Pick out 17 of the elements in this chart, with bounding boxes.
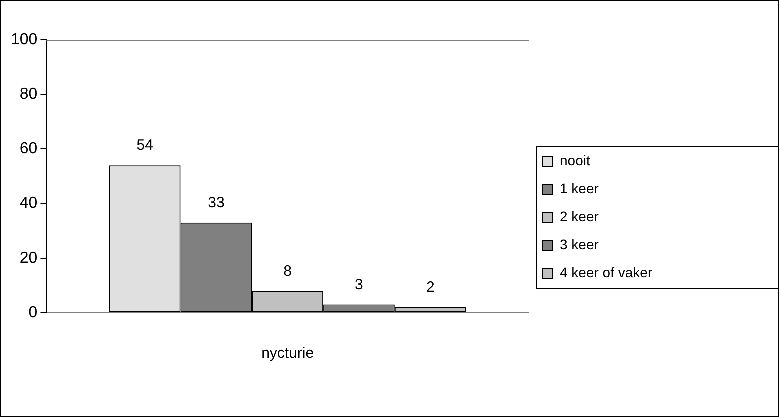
y-tick-label: 100 — [10, 31, 38, 48]
y-tick-label: 20 — [20, 250, 38, 267]
legend-label: 1 keer — [560, 180, 600, 196]
y-tick-label: 0 — [28, 304, 38, 322]
data-label: 2 — [426, 279, 435, 296]
y-tick-label: 60 — [20, 140, 38, 158]
data-label: 33 — [208, 194, 225, 212]
legend-label: 2 keer — [560, 208, 600, 224]
data-label: 3 — [355, 276, 364, 294]
legend-label: 4 keer of vaker — [560, 264, 653, 280]
x-tick-label: nycturie — [262, 345, 314, 362]
legend-label: 3 keer — [560, 236, 600, 252]
legend-label: nooit — [560, 152, 590, 168]
y-tick-label: 40 — [20, 195, 38, 212]
data-label: 8 — [284, 262, 292, 280]
y-tick-label: 80 — [20, 86, 38, 104]
data-label: 54 — [136, 137, 154, 154]
